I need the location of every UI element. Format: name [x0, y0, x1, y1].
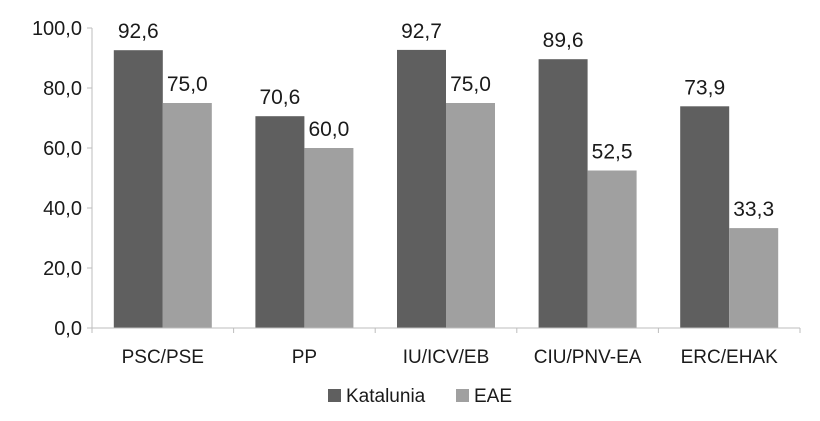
bar-eae-0	[162, 103, 212, 328]
bar-katalunia-3	[538, 59, 588, 328]
data-label: 60,0	[308, 118, 349, 141]
bar-eae-1	[304, 148, 354, 328]
y-tick-label: 0,0	[54, 318, 82, 340]
category-label: IU/ICV/EB	[403, 347, 490, 368]
data-label: 70,6	[259, 86, 300, 109]
y-tick-label: 100,0	[32, 18, 82, 40]
category-label: CIU/PNV-EA	[534, 347, 642, 368]
y-tick-label: 80,0	[43, 78, 82, 100]
category-label: PP	[292, 347, 317, 368]
x-axis: PSC/PSE PP IU/ICV/EB CIU/PNV-EA ERC/EHAK	[87, 327, 801, 368]
legend-swatch-katalunia	[328, 389, 341, 402]
bars: 92,6 70,6 92,7 89,6 73,9 75,0 60,0 75,0 52,5 33,3	[113, 20, 779, 329]
y-tick-label: 20,0	[43, 258, 82, 280]
data-label: 75,0	[167, 73, 208, 96]
data-label: 92,6	[118, 20, 159, 43]
data-label: 52,5	[592, 141, 633, 164]
category-label: PSC/PSE	[122, 347, 204, 368]
bar-katalunia-1	[255, 116, 305, 328]
bar-eae-4	[729, 228, 779, 328]
bar-katalunia-2	[397, 49, 446, 329]
data-label: 92,7	[401, 20, 442, 43]
legend-swatch-eae	[456, 389, 469, 402]
bar-katalunia-0	[113, 50, 163, 328]
data-label: 89,6	[543, 29, 584, 52]
data-label: 75,0	[450, 73, 491, 96]
legend-label-eae: EAE	[474, 386, 512, 407]
data-label: 33,3	[733, 198, 774, 221]
data-label: 73,9	[684, 76, 725, 99]
bar-eae-3	[587, 170, 637, 328]
y-axis: 0,0 20,0 40,0 60,0 80,0 100,0	[32, 18, 93, 340]
bar-eae-2	[446, 103, 495, 328]
category-label: ERC/EHAK	[681, 347, 778, 368]
y-tick-label: 60,0	[43, 138, 82, 160]
y-tick-label: 40,0	[43, 198, 82, 220]
legend-label-katalunia: Katalunia	[346, 386, 426, 407]
bar-katalunia-4	[680, 106, 730, 328]
legend: Katalunia EAE	[328, 386, 512, 407]
